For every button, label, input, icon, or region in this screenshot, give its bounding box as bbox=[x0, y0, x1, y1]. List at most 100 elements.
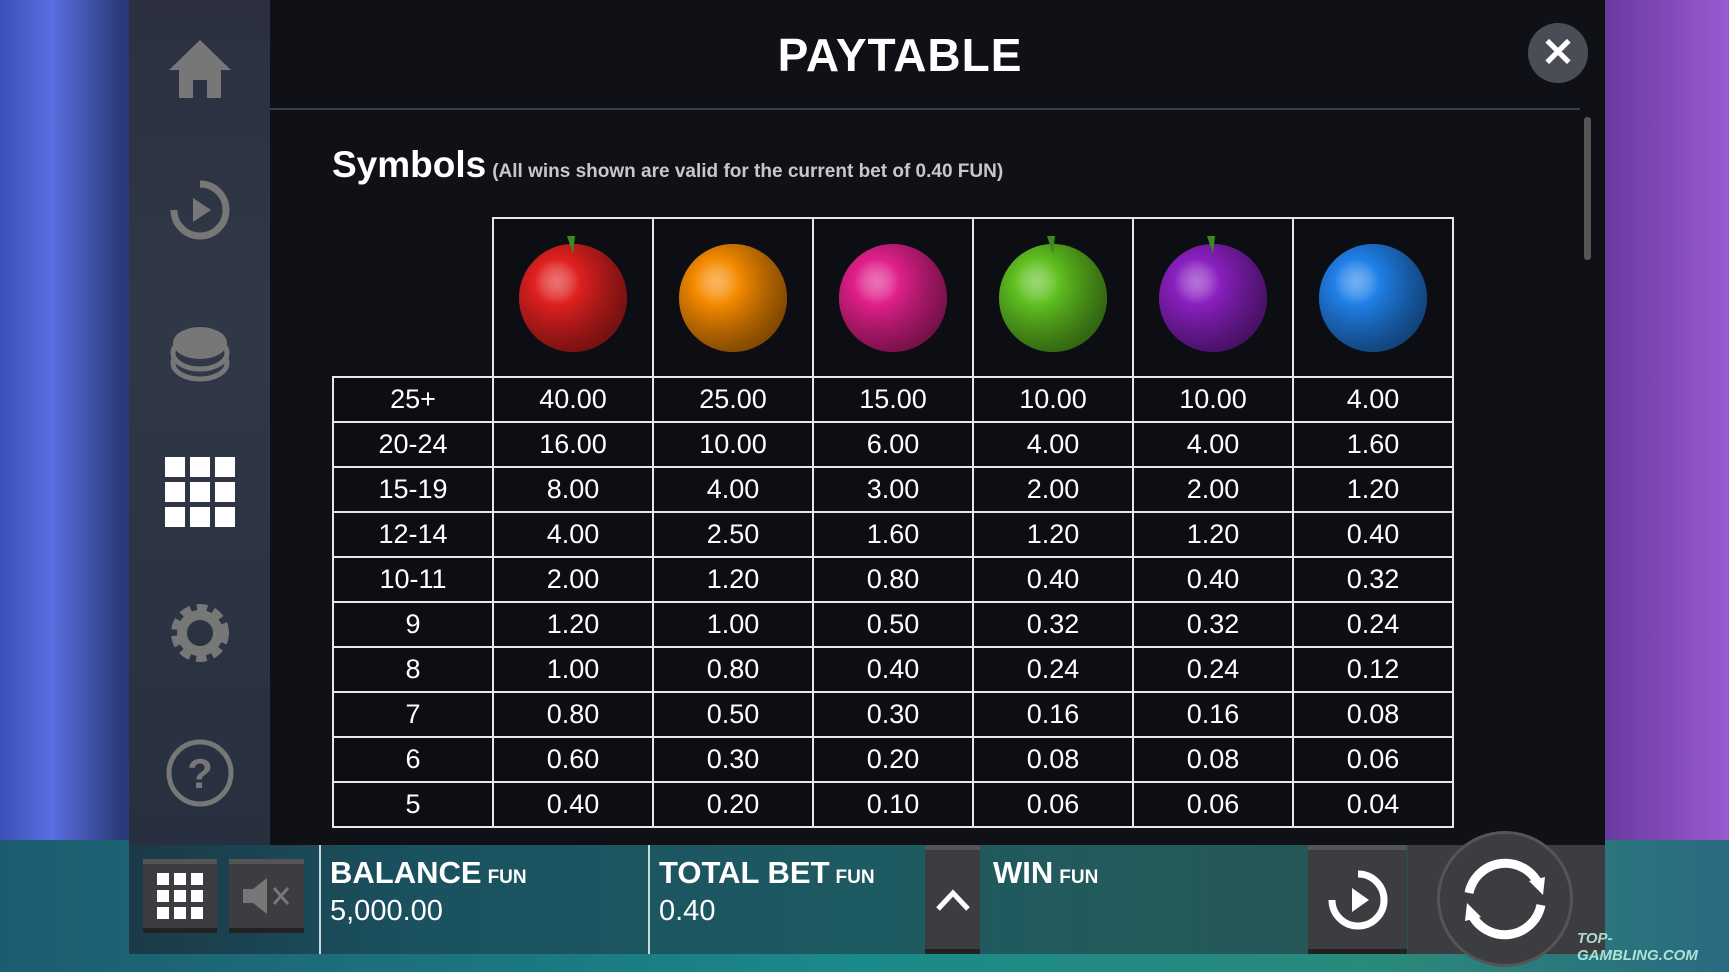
scrollbar[interactable] bbox=[1584, 117, 1591, 260]
spin-arrows-icon bbox=[1464, 858, 1546, 940]
spin-button[interactable] bbox=[1437, 831, 1573, 967]
payout-cell: 8.00 bbox=[492, 466, 654, 513]
payout-cell: 0.40 bbox=[972, 556, 1134, 603]
apple-icon bbox=[999, 236, 1107, 352]
bottom-bar: BALANCE FUN 5,000.00 TOTAL BET FUN 0.40 WI… bbox=[129, 845, 1605, 954]
payout-cell: 0.16 bbox=[1132, 691, 1294, 738]
payout-cell: 1.00 bbox=[492, 646, 654, 693]
payout-cell: 1.20 bbox=[492, 601, 654, 648]
bet-up-button[interactable] bbox=[925, 845, 980, 954]
total-bet-display: TOTAL BET FUN 0.40 bbox=[659, 855, 875, 928]
payout-cell: 0.12 bbox=[1292, 646, 1454, 693]
balance-currency: FUN bbox=[487, 867, 527, 888]
payout-cell: 2.50 bbox=[652, 511, 814, 558]
blueberry-icon bbox=[1319, 244, 1427, 352]
payout-cell: 1.20 bbox=[652, 556, 814, 603]
payout-cell: 0.50 bbox=[652, 691, 814, 738]
payout-cell: 0.04 bbox=[1292, 781, 1454, 828]
table-row: 12-14 4.00 2.50 1.60 1.20 1.20 0.40 bbox=[332, 511, 1454, 558]
payout-cell: 0.24 bbox=[1292, 601, 1454, 648]
payout-cell: 0.08 bbox=[1292, 691, 1454, 738]
payout-cell: 4.00 bbox=[492, 511, 654, 558]
table-row: 5 0.40 0.20 0.10 0.06 0.06 0.04 bbox=[332, 781, 1454, 828]
payout-cell: 1.00 bbox=[652, 601, 814, 648]
table-row: 20-24 16.00 10.00 6.00 4.00 4.00 1.60 bbox=[332, 421, 1454, 468]
payout-cell: 4.00 bbox=[1132, 421, 1294, 468]
blank-cell bbox=[333, 218, 494, 378]
payout-cell: 0.80 bbox=[812, 556, 974, 603]
section-title: Symbols bbox=[332, 144, 487, 185]
payout-cell: 0.80 bbox=[492, 691, 654, 738]
count-cell: 15-19 bbox=[332, 466, 494, 513]
table-row: 8 1.00 0.80 0.40 0.24 0.24 0.12 bbox=[332, 646, 1454, 693]
symbol-raspberry bbox=[812, 217, 974, 378]
payout-cell: 0.32 bbox=[1132, 601, 1294, 648]
paytable-table: 25+ 40.00 25.00 15.00 10.00 10.00 4.00 20-24 16.… bbox=[332, 217, 1454, 828]
strawberry-icon bbox=[519, 236, 627, 352]
payout-cell: 0.80 bbox=[652, 646, 814, 693]
symbol-strawberry bbox=[492, 217, 654, 378]
count-cell: 5 bbox=[332, 781, 494, 828]
menu-button[interactable] bbox=[143, 859, 217, 933]
payout-cell: 1.60 bbox=[812, 511, 974, 558]
count-cell: 9 bbox=[332, 601, 494, 648]
payout-cell: 1.20 bbox=[1132, 511, 1294, 558]
payout-cell: 0.24 bbox=[1132, 646, 1294, 693]
symbol-blueberry bbox=[1292, 217, 1454, 378]
total-bet-label: TOTAL BET bbox=[659, 855, 830, 890]
autoplay-icon[interactable] bbox=[165, 175, 235, 245]
payout-cell: 6.00 bbox=[812, 421, 974, 468]
mute-button[interactable] bbox=[229, 859, 304, 933]
win-label: WIN bbox=[993, 855, 1054, 890]
chevron-up-icon bbox=[935, 888, 970, 911]
table-row: 10-11 2.00 1.20 0.80 0.40 0.40 0.32 bbox=[332, 556, 1454, 603]
home-icon[interactable] bbox=[165, 34, 235, 104]
payout-cell: 0.32 bbox=[1292, 556, 1454, 603]
autoplay-button[interactable] bbox=[1308, 845, 1407, 954]
payout-cell: 40.00 bbox=[492, 376, 654, 423]
payout-cell: 2.00 bbox=[492, 556, 654, 603]
sidebar: ? bbox=[129, 0, 270, 845]
settings-gear-icon[interactable] bbox=[165, 598, 235, 668]
table-row: 7 0.80 0.50 0.30 0.16 0.16 0.08 bbox=[332, 691, 1454, 738]
payout-cell: 4.00 bbox=[1292, 376, 1454, 423]
payout-cell: 15.00 bbox=[812, 376, 974, 423]
payout-cell: 25.00 bbox=[652, 376, 814, 423]
total-bet-currency: FUN bbox=[835, 867, 875, 888]
payout-cell: 3.00 bbox=[812, 466, 974, 513]
orange-icon bbox=[679, 244, 787, 352]
help-icon[interactable]: ? bbox=[165, 738, 235, 808]
balance-value: 5,000.00 bbox=[330, 895, 443, 927]
symbol-apple bbox=[972, 217, 1134, 378]
payout-cell: 0.24 bbox=[972, 646, 1134, 693]
close-button[interactable]: ✕ bbox=[1528, 23, 1588, 83]
table-row: 6 0.60 0.30 0.20 0.08 0.08 0.06 bbox=[332, 736, 1454, 783]
plum-icon bbox=[1159, 236, 1267, 352]
payout-cell: 0.40 bbox=[1132, 556, 1294, 603]
paytable-panel: PAYTABLE ✕ Symbols (All wins shown are va… bbox=[270, 0, 1605, 845]
payout-cell: 2.00 bbox=[1132, 466, 1294, 513]
payout-cell: 1.20 bbox=[1292, 466, 1454, 513]
payout-cell: 0.20 bbox=[652, 781, 814, 828]
payout-cell: 0.06 bbox=[1292, 736, 1454, 783]
payout-cell: 10.00 bbox=[652, 421, 814, 468]
coins-icon[interactable] bbox=[165, 316, 235, 386]
page-title: PAYTABLE bbox=[777, 29, 1023, 81]
paytable-grid-icon[interactable] bbox=[165, 457, 235, 527]
count-cell: 10-11 bbox=[332, 556, 494, 603]
symbol-plum bbox=[1132, 217, 1294, 378]
count-cell: 25+ bbox=[332, 376, 494, 423]
svg-text:?: ? bbox=[187, 750, 213, 797]
payout-cell: 0.30 bbox=[652, 736, 814, 783]
payout-cell: 2.00 bbox=[972, 466, 1134, 513]
payout-cell: 1.60 bbox=[1292, 421, 1454, 468]
payout-cell: 0.50 bbox=[812, 601, 974, 648]
payout-cell: 4.00 bbox=[972, 421, 1134, 468]
payout-cell: 0.06 bbox=[972, 781, 1134, 828]
total-bet-value: 0.40 bbox=[659, 895, 716, 927]
raspberry-icon bbox=[839, 244, 947, 352]
balance-display: BALANCE FUN 5,000.00 bbox=[330, 855, 527, 928]
speaker-muted-icon bbox=[242, 878, 289, 914]
watermark: TOP-GAMBLING.COM bbox=[1577, 930, 1698, 964]
payout-cell: 0.16 bbox=[972, 691, 1134, 738]
